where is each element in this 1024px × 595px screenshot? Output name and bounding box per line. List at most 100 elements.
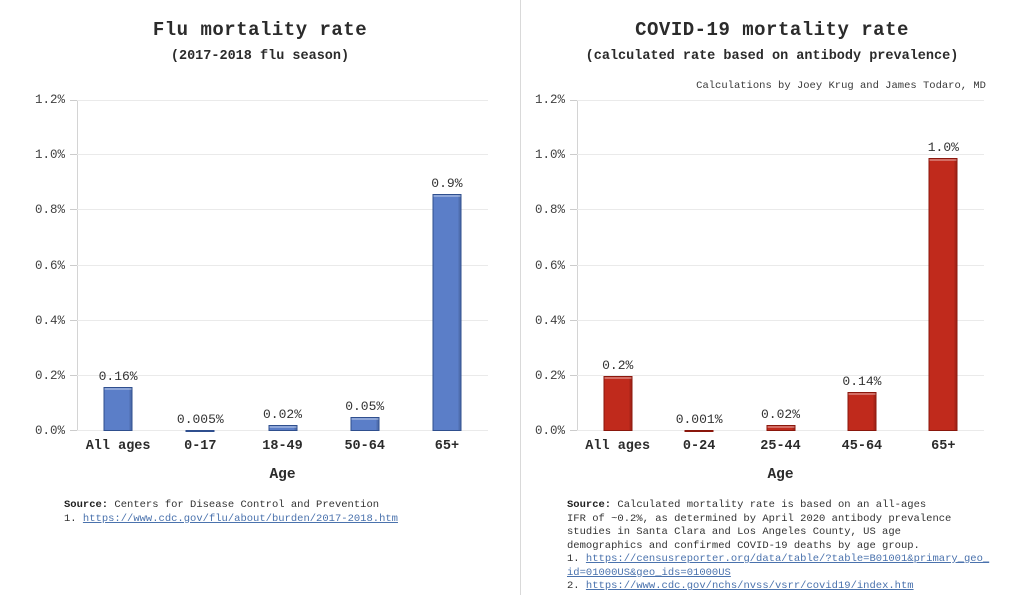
x-tick-label: 0-17 (184, 439, 217, 454)
source-ref: 2. https://www.cdc.gov/nchs/nvss/vsrr/co… (567, 580, 1011, 594)
bar-group-0-24: 0.001% (658, 100, 739, 432)
covid-chart-subtitle: (calculated rate based on antibody preva… (585, 49, 959, 64)
source-line: demographics and confirmed COVID-19 deat… (567, 539, 920, 552)
y-tick-mark (570, 374, 577, 376)
covid-source: Source: Calculated mortality rate is bas… (567, 499, 1011, 594)
y-tick-mark (570, 100, 577, 101)
source-line: IFR of ~0.2%, as determined by April 202… (567, 512, 952, 525)
bar-value-label: 0.2% (602, 357, 634, 373)
bar-value-label: 0.16% (98, 368, 138, 384)
y-tick-label: 0.6% (534, 258, 565, 273)
gridline (577, 374, 984, 376)
x-tick-label: All ages (85, 439, 151, 454)
bar-group-65plus: 1.0% (903, 100, 984, 431)
bar-covid-all-ages (603, 375, 633, 431)
y-tick-mark (570, 209, 577, 211)
y-tick-label: 0.8% (534, 203, 565, 218)
y-tick-mark (70, 100, 77, 101)
y-tick-label: 0.4% (534, 313, 565, 328)
y-tick-mark (70, 264, 77, 266)
bar-group-0-17: 0.005% (159, 100, 241, 432)
y-tick-label: 0.0% (534, 424, 565, 438)
bar-flu-65plus (432, 193, 462, 431)
bar-value-label: 0.001% (675, 412, 723, 427)
flu-chart-subtitle: (2017-2018 flu season) (170, 49, 350, 64)
bar-flu-0-17 (185, 429, 215, 432)
bar-covid-65plus (928, 157, 958, 431)
bar-covid-25-44 (766, 425, 796, 431)
bar-value-label: 0.005% (176, 411, 224, 427)
y-tick-mark (70, 430, 77, 431)
bar-group-45-64: 0.14% (821, 100, 902, 431)
source-ref: 1. https://censusreporter.org/data/table… (567, 553, 1011, 580)
bar-value-label: 0.14% (842, 374, 882, 390)
bar-value-label: 1.0% (927, 139, 959, 155)
y-tick-mark (570, 430, 577, 431)
y-tick-mark (70, 154, 77, 156)
bar-group-50-64: 0.05% (324, 100, 406, 431)
y-tick-label: 1.0% (34, 148, 65, 163)
bar-group-25-44: 0.02% (740, 100, 821, 431)
x-tick-label: 65+ (931, 439, 956, 454)
gridline (77, 374, 488, 376)
source-text: Calculated mortality rate is based on an… (617, 499, 927, 511)
x-tick-label: All ages (585, 439, 651, 454)
y-tick-mark (70, 319, 77, 321)
source-label: Source: (64, 499, 109, 511)
bar-group-all-ages: 0.16% (77, 100, 159, 431)
flu-x-axis-title: Age (269, 467, 296, 483)
y-tick-mark (570, 319, 577, 321)
bar-value-label: 0.02% (761, 407, 801, 423)
covid-chart-title: COVID-19 mortality rate (635, 19, 909, 41)
bar-group-65plus: 0.9% (406, 100, 488, 431)
bar-covid-0-24 (684, 430, 714, 432)
covid-chart-panel: COVID-19 mortality rate (calculated rate… (521, 0, 1023, 595)
y-tick-mark (70, 374, 77, 376)
source-ref: 1. https://www.cdc.gov/flu/about/burden/… (64, 513, 494, 527)
bars-layer: 0.2% 0.001% 0.02% (577, 100, 984, 432)
link-text: https://censusreporter.org/data/table/?t… (585, 553, 990, 565)
covid-chart-credit: Calculations by Joey Krug and James Toda… (696, 80, 986, 92)
bars-layer: 0.16% 0.005% 0.02% (77, 100, 488, 432)
x-tick-label: 50-64 (344, 439, 385, 454)
flu-source: Source: Centers for Disease Control and … (64, 499, 494, 526)
flu-chart-title: Flu mortality rate (152, 19, 368, 41)
bar-value-label: 0.02% (262, 407, 303, 423)
ref-number: 2. (567, 580, 580, 592)
gridline (577, 209, 984, 211)
censusreporter-link[interactable]: https://censusreporter.org/data/table/?t… (567, 553, 989, 579)
link-text: id=01000US&geo_ids=01000US (567, 566, 731, 579)
gridline (77, 154, 488, 156)
source-line: studies in Santa Clara and Los Angeles C… (567, 526, 901, 538)
covid-x-axis-title: Age (767, 467, 794, 483)
y-tick-mark (70, 209, 77, 211)
y-tick-label: 1.0% (534, 148, 565, 163)
flu-source-link[interactable]: https://www.cdc.gov/flu/about/burden/201… (82, 512, 398, 525)
bar-covid-45-64 (847, 392, 877, 431)
covid-x-axis-labels: All ages 0-24 25-44 45-64 65+ (577, 439, 984, 454)
y-tick-label: 0.0% (34, 424, 65, 438)
gridline (577, 154, 984, 156)
y-tick-label: 0.2% (34, 368, 65, 383)
y-tick-label: 1.2% (534, 93, 565, 107)
gridline (77, 100, 488, 101)
gridline (577, 264, 984, 266)
flu-x-axis-labels: All ages 0-17 18-49 50-64 65+ (77, 439, 488, 454)
gridline (77, 319, 488, 321)
y-tick-label: 0.4% (34, 313, 65, 328)
bar-flu-all-ages (103, 386, 133, 431)
cdc-covid-link[interactable]: https://www.cdc.gov/nchs/nvss/vsrr/covid… (585, 580, 914, 592)
bar-flu-18-49 (268, 425, 297, 431)
y-tick-label: 1.2% (34, 93, 65, 107)
flu-chart-panel: Flu mortality rate (2017-2018 flu season… (34, 0, 521, 595)
x-tick-label: 18-49 (262, 439, 303, 454)
source-text: Centers for Disease Control and Preventi… (114, 499, 380, 511)
bar-value-label: 0.9% (431, 175, 463, 191)
gridline (77, 264, 488, 266)
y-tick-mark (570, 264, 577, 266)
ref-number: 1. (567, 553, 580, 565)
covid-plot-area: 0.0% 0.2% 0.4% 0.6% 0.8% 1.0% 1.2% 0.2% … (535, 93, 984, 438)
x-tick-label: 25-44 (760, 439, 801, 454)
x-tick-label: 65+ (434, 439, 460, 454)
flu-plot-area: 0.0% 0.2% 0.4% 0.6% 0.8% 1.0% 1.2% 0.16%… (35, 93, 488, 438)
